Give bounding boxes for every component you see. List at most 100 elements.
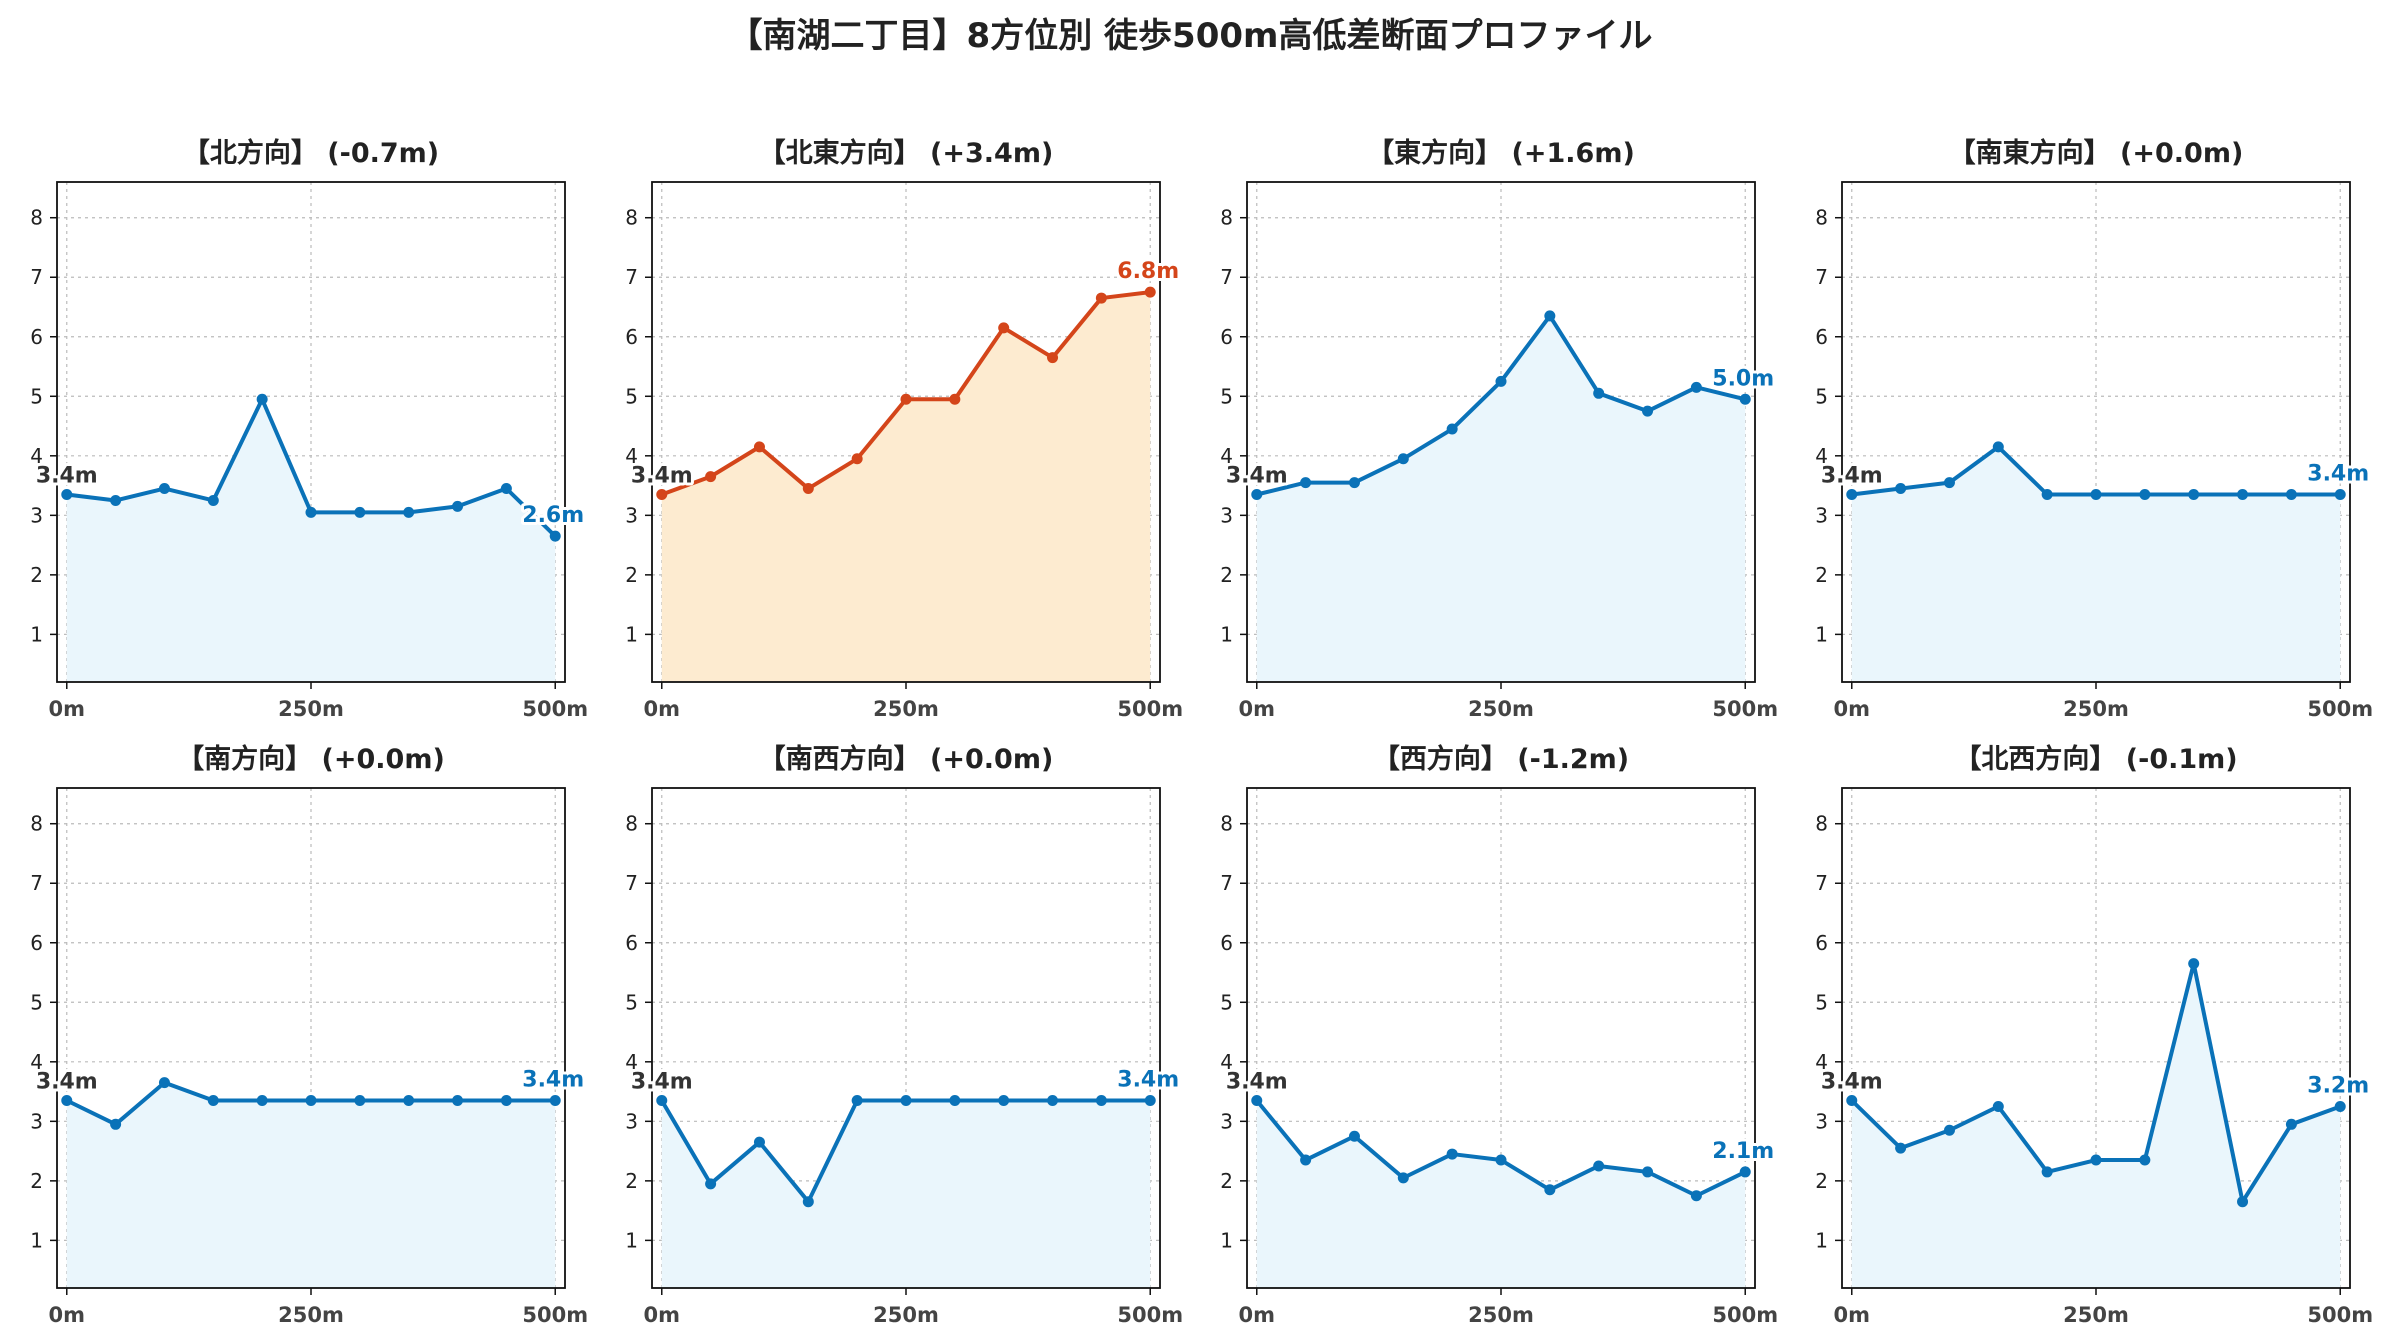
start-value-label: 3.4m	[1821, 1070, 1883, 1095]
chart-panel: 【北東方向】 (+3.4m) 1 2 3 4 5 6 7 8 0m 250m 500m 3.4m 6.8m	[625, 137, 1183, 721]
data-point	[1300, 477, 1312, 489]
start-value-label: 3.4m	[1226, 464, 1288, 489]
y-tick-label: 4	[625, 1050, 638, 1074]
data-point	[1642, 405, 1654, 417]
y-tick-label: 2	[1815, 563, 1828, 587]
y-tick-label: 7	[625, 871, 638, 895]
data-point	[2090, 489, 2102, 500]
y-tick-label: 2	[625, 563, 638, 587]
y-tick-label: 4	[1815, 1050, 1828, 1074]
data-point	[851, 453, 863, 465]
end-value-label: 2.1m	[1712, 1139, 1774, 1164]
data-point	[354, 506, 366, 518]
data-point	[2334, 1100, 2346, 1112]
y-tick-label: 5	[1220, 990, 1233, 1014]
x-tick-label: 250m	[1468, 1303, 1534, 1327]
data-point	[2188, 489, 2200, 500]
data-point	[1495, 1154, 1507, 1166]
data-point	[1446, 423, 1458, 435]
data-point	[305, 506, 317, 518]
y-tick-label: 8	[30, 206, 43, 230]
area-fill	[66, 1082, 556, 1288]
y-tick-label: 7	[30, 871, 43, 895]
y-tick-label: 6	[625, 931, 638, 955]
data-point	[949, 393, 961, 405]
data-point	[705, 471, 717, 483]
start-value-label: 3.4m	[36, 1070, 98, 1095]
panel-title: 【西方向】 (-1.2m)	[1373, 743, 1629, 775]
data-point	[2041, 1166, 2053, 1178]
end-value-label: 5.0m	[1712, 366, 1774, 391]
data-point	[2090, 1154, 2102, 1166]
x-tick-label: 0m	[644, 697, 681, 721]
data-point	[900, 1095, 912, 1106]
data-point	[1300, 1154, 1312, 1166]
start-value-label: 3.4m	[631, 464, 693, 489]
data-point	[1144, 286, 1156, 298]
y-tick-label: 4	[625, 444, 638, 468]
panel-title: 【北西方向】 (-0.1m)	[1954, 743, 2237, 775]
y-tick-label: 4	[1815, 444, 1828, 468]
area-fill	[1256, 315, 1746, 682]
data-point	[1690, 1190, 1702, 1202]
y-tick-label: 6	[30, 931, 43, 955]
data-point	[500, 483, 512, 495]
data-point	[207, 494, 219, 506]
data-point	[802, 483, 814, 495]
x-tick-label: 250m	[1468, 697, 1534, 721]
y-tick-label: 1	[625, 1228, 638, 1252]
y-tick-label: 8	[30, 812, 43, 836]
y-tick-label: 7	[1815, 265, 1828, 289]
y-tick-label: 3	[625, 503, 638, 527]
y-tick-label: 1	[30, 1228, 43, 1252]
data-point	[1251, 1095, 1263, 1106]
panel-title: 【北方向】 (-0.7m)	[183, 137, 439, 169]
panel-title: 【南方向】 (+0.0m)	[177, 743, 445, 775]
data-point	[753, 1136, 765, 1148]
data-point	[110, 494, 122, 506]
data-point	[998, 322, 1010, 334]
data-point	[452, 1095, 464, 1106]
data-point	[1992, 1100, 2004, 1112]
x-tick-label: 0m	[1239, 1303, 1276, 1327]
data-point	[256, 393, 268, 405]
data-point	[949, 1095, 961, 1106]
data-point	[1642, 1166, 1654, 1178]
data-point	[354, 1095, 366, 1106]
y-tick-label: 8	[625, 812, 638, 836]
data-point	[1446, 1148, 1458, 1160]
data-point	[500, 1095, 512, 1106]
data-point	[2237, 1196, 2249, 1208]
data-point	[1992, 441, 2004, 453]
data-point	[753, 441, 765, 453]
chart-panel: 【南方向】 (+0.0m) 1 2 3 4 5 6 7 8 0m 250m 500m 3.4m 3.4m	[30, 743, 588, 1327]
y-tick-label: 8	[1220, 206, 1233, 230]
x-tick-label: 0m	[49, 697, 86, 721]
data-point	[1397, 453, 1409, 465]
data-point	[1047, 1095, 1059, 1106]
data-point	[1690, 381, 1702, 393]
data-point	[549, 530, 561, 542]
y-tick-label: 3	[625, 1109, 638, 1133]
area-fill	[66, 399, 556, 682]
x-tick-label: 500m	[1712, 697, 1778, 721]
y-tick-label: 8	[1815, 812, 1828, 836]
y-tick-label: 8	[625, 206, 638, 230]
y-tick-label: 3	[1220, 1109, 1233, 1133]
y-tick-label: 6	[1815, 931, 1828, 955]
y-tick-label: 8	[1220, 812, 1233, 836]
data-point	[1144, 1095, 1156, 1106]
x-tick-label: 500m	[2307, 1303, 2373, 1327]
y-tick-label: 7	[1220, 871, 1233, 895]
area-fill	[1851, 446, 2341, 682]
data-point	[1544, 310, 1556, 322]
data-point	[1397, 1172, 1409, 1184]
y-tick-label: 5	[30, 384, 43, 408]
y-tick-label: 4	[30, 444, 43, 468]
y-tick-label: 6	[1220, 325, 1233, 349]
y-tick-label: 6	[625, 325, 638, 349]
area-fill	[661, 292, 1151, 682]
data-point	[1739, 393, 1751, 405]
y-tick-label: 4	[1220, 444, 1233, 468]
